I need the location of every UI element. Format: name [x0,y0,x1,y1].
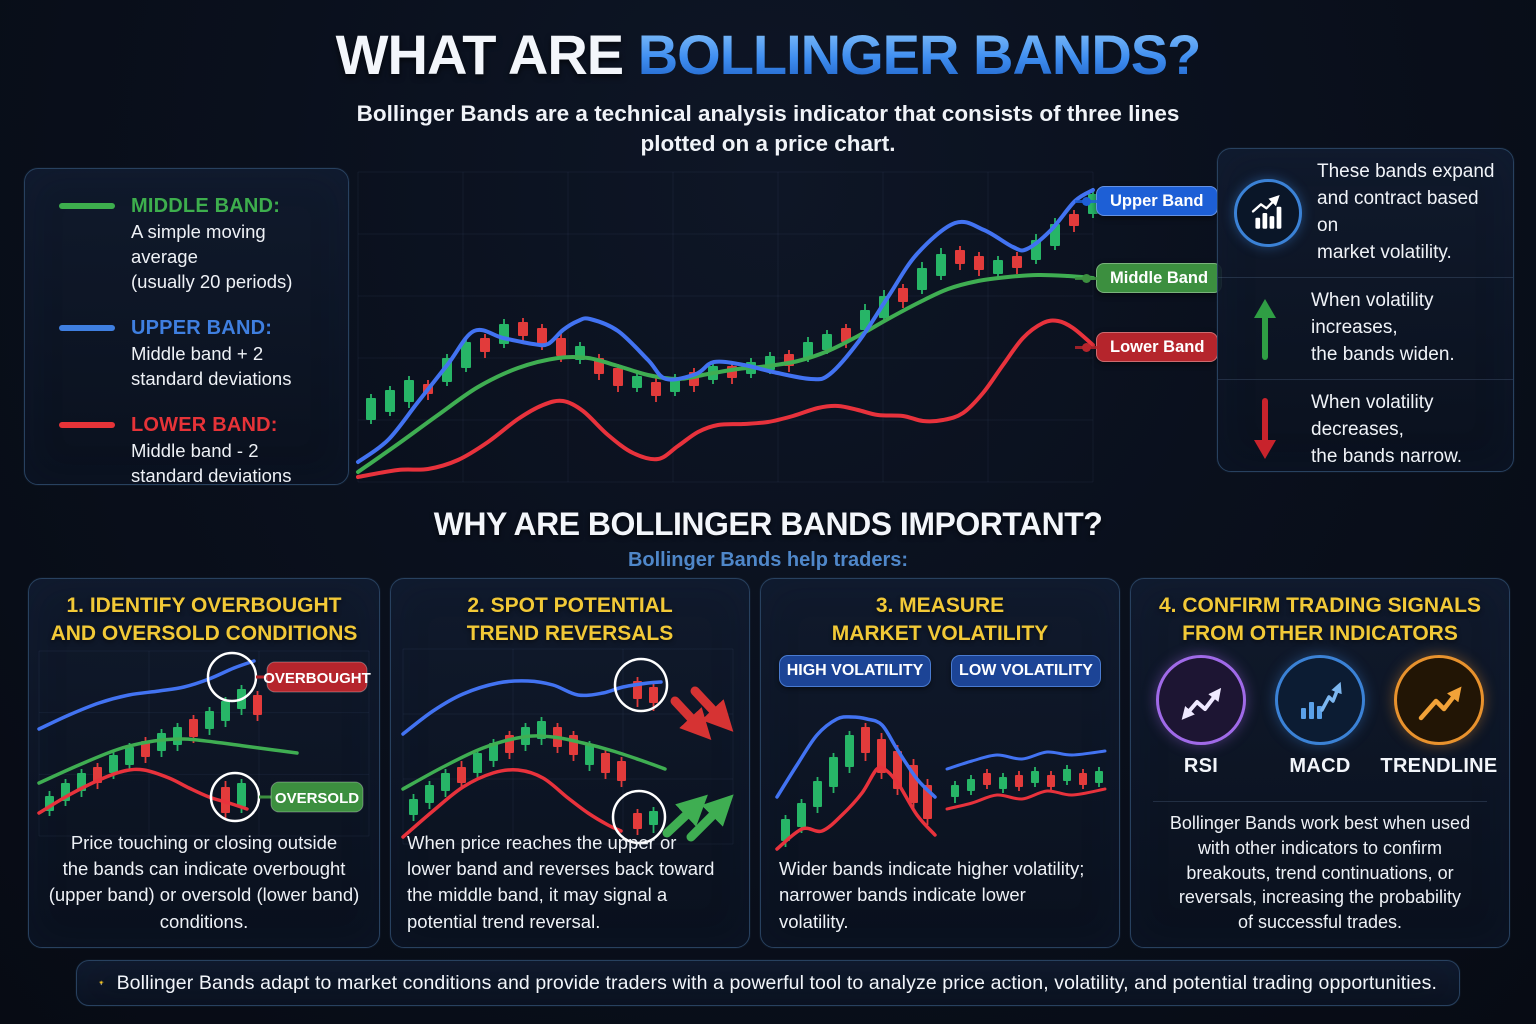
band-legend-panel: MIDDLE BAND: A simple moving average (us… [24,168,349,486]
indicator-row: RSI MACD [1131,655,1509,778]
card-title: 4. CONFIRM TRADING SIGNALS FROM OTHER IN… [1158,594,1481,645]
legend-title: UPPER BAND: [131,316,273,339]
card-body: When price reaches the upper or lower ba… [407,831,715,932]
volatility-increase-row: When volatility increases, the bands wid… [1218,276,1513,379]
volatility-intro-text: These bands expand and contract based on… [1317,161,1495,263]
volatility-chart-icon [1234,178,1302,247]
why-subheading: Bollinger Bands help traders: [627,549,909,571]
footer-bar: Bollinger Bands adapt to market conditio… [76,960,1460,1006]
indicator-trendline: TRENDLINE [1380,655,1497,778]
card-title: 2. SPOT POTENTIAL TREND REVERSALS [466,594,674,645]
lower-reversal-circle [611,789,667,845]
down-reversal-arrow-icon [670,696,712,740]
legend-title: LOWER BAND: [131,413,278,436]
up-arrow-icon [1234,295,1296,361]
why-heading: WHY ARE BOLLINGER BANDS IMPORTANT? [433,506,1103,542]
card-title: 1. IDENTIFY OVERBOUGHT AND OVERSOLD COND… [50,594,358,645]
volatility-decrease-text: When volatility decreases, the bands nar… [1311,391,1463,467]
trendline-icon [1394,655,1484,745]
page-title-white: WHAT ARE [335,23,638,86]
footer-text: Bollinger Bands adapt to market conditio… [116,971,1437,994]
oversold-badge-label: OVERSOLD [275,790,359,807]
middle-band-swatch [59,203,115,209]
macd-icon [1275,655,1365,745]
legend-desc: A simple moving average (usually 20 peri… [131,221,293,292]
overbought-highlight-circle [206,651,258,703]
page-subtitle: Bollinger Bands are a technical analysis… [356,101,1180,157]
overbought-oversold-chart: OVERBOUGHT OVERSOLD [37,650,371,837]
legend-desc: Middle band - 2 standard deviations [131,439,292,486]
down-reversal-arrow-icon [690,686,734,732]
page-title: WHAT ARE BOLLINGER BANDS? [0,23,1536,86]
oversold-badge [270,781,364,813]
card-body: Price touching or closing outside the ba… [48,831,360,932]
upper-reversal-circle [613,657,669,713]
card-body: Wider bands indicate higher volatility; … [779,858,1085,932]
page-title-blue: BOLLINGER BANDS? [637,23,1202,86]
overbought-oversold-overlay: OVERBOUGHT OVERSOLD [206,651,371,823]
middle-band-label: Middle Band [1074,263,1223,293]
card-confirm-signals: 4. CONFIRM TRADING SIGNALS FROM OTHER IN… [1130,578,1510,948]
volatility-intro-row: These bands expand and contract based on… [1218,149,1513,277]
volatility-decrease-row: When volatility decreases, the bands nar… [1218,378,1513,481]
low-volatility-badge: LOW VOLATILITY [951,655,1101,687]
volatility-increase-text: When volatility increases, the bands wid… [1311,289,1455,365]
card-title: 3. MEASURE MARKET VOLATILITY [831,594,1049,645]
bollinger-chart-canvas [356,171,1098,483]
oversold-highlight-circle [209,771,261,823]
volatility-panel: These bands expand and contract based on… [1217,148,1514,472]
trend-reversal-chart [401,648,734,845]
lower-band-label: Lower Band [1074,332,1219,362]
upper-band-label: Upper Band [1075,186,1218,216]
up-reversal-arrow-icon [686,794,734,842]
high-volatility-chart [775,697,937,857]
low-volatility-chart [945,697,1107,857]
indicator-label: MACD [1289,755,1351,777]
overbought-badge-label: OVERBOUGHT [263,670,371,687]
legend-title: MIDDLE BAND: [131,195,281,217]
divider [1153,801,1487,802]
overbought-badge [266,661,368,693]
legend-desc: Middle band + 2 standard deviations [131,342,292,389]
high-volatility-badge: HIGH VOLATILITY [779,655,931,687]
indicator-label: RSI [1183,755,1219,777]
indicator-label: TRENDLINE [1380,755,1498,777]
legend-item-lower-band: LOWER BAND: Middle band - 2 standard dev… [59,414,328,489]
card-overbought-oversold: 1. IDENTIFY OVERBOUGHT AND OVERSOLD COND… [28,578,380,948]
lightbulb-icon [99,980,104,986]
down-arrow-icon [1234,397,1296,463]
indicator-macd: MACD [1273,655,1367,778]
legend-item-upper-band: UPPER BAND: Middle band + 2 standard dev… [59,317,328,392]
main-bollinger-chart [356,171,1098,483]
card-body: Bollinger Bands work best when used with… [1169,812,1471,933]
card-trend-reversals: 2. SPOT POTENTIAL TREND REVERSALS When p… [390,578,750,948]
legend-item-middle-band: MIDDLE BAND: A simple moving average (us… [59,195,328,295]
up-reversal-arrow-icon [662,794,708,838]
card-market-volatility: 3. MEASURE MARKET VOLATILITY HIGH VOLATI… [760,578,1120,948]
rsi-icon [1156,655,1246,745]
trend-reversal-overlay [611,657,734,845]
upper-band-swatch [59,324,115,331]
lower-band-swatch [59,421,115,428]
indicator-rsi: RSI [1154,655,1248,778]
